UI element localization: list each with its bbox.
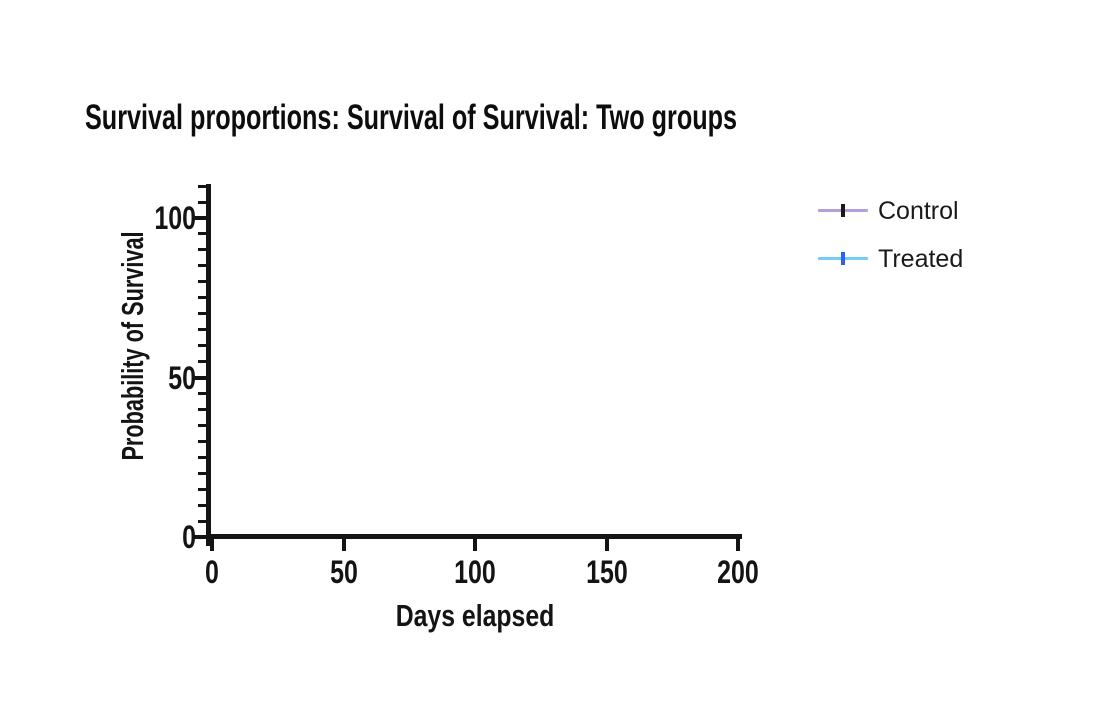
y-minor-tick — [198, 471, 206, 475]
x-major-tick — [341, 538, 346, 551]
y-minor-tick — [198, 184, 206, 188]
legend-row-treated: Treated — [818, 245, 1058, 273]
y-minor-tick — [198, 423, 206, 427]
y-tick-label: 0 — [182, 519, 196, 555]
y-axis-spine — [206, 184, 211, 546]
y-minor-tick — [198, 296, 206, 300]
x-axis-spine — [206, 534, 742, 539]
y-minor-tick — [198, 248, 206, 252]
y-major-tick — [194, 216, 206, 220]
y-minor-tick — [198, 391, 206, 395]
y-tick-label: 50 — [168, 359, 196, 396]
x-major-tick — [736, 538, 740, 551]
y-minor-tick — [198, 200, 206, 204]
x-tick-label: 100 — [454, 554, 496, 590]
y-minor-tick — [198, 328, 206, 332]
y-major-tick — [194, 535, 206, 539]
legend-label-control: Control — [878, 197, 959, 225]
y-minor-tick — [198, 439, 206, 443]
chart-title: Survival proportions: Survival of Surviv… — [85, 98, 738, 137]
legend-row-control: Control — [818, 197, 1058, 225]
y-minor-tick — [198, 360, 206, 364]
x-tick-label: 0 — [205, 554, 219, 590]
y-tick-label: 100 — [154, 200, 196, 236]
y-minor-tick — [198, 455, 206, 459]
x-major-tick — [210, 538, 214, 551]
x-major-tick — [473, 538, 477, 551]
y-minor-tick — [198, 407, 206, 411]
legend-label-treated: Treated — [878, 245, 964, 273]
y-minor-tick — [198, 264, 206, 268]
control-censor-tick-icon — [841, 204, 845, 217]
x-axis-title: Days elapsed — [395, 598, 555, 633]
y-minor-tick — [198, 503, 206, 507]
y-minor-tick — [198, 487, 206, 491]
x-tick-label: 50 — [329, 554, 358, 590]
y-major-tick — [194, 375, 206, 380]
x-tick-label: 150 — [585, 554, 628, 590]
y-minor-tick — [198, 312, 206, 316]
x-major-tick — [604, 538, 609, 551]
x-tick-label: 200 — [717, 554, 759, 590]
y-minor-tick — [198, 519, 206, 523]
y-minor-tick — [198, 280, 206, 284]
y-minor-tick — [198, 232, 206, 236]
treated-censor-tick-icon — [841, 252, 845, 265]
y-minor-tick — [198, 344, 206, 348]
